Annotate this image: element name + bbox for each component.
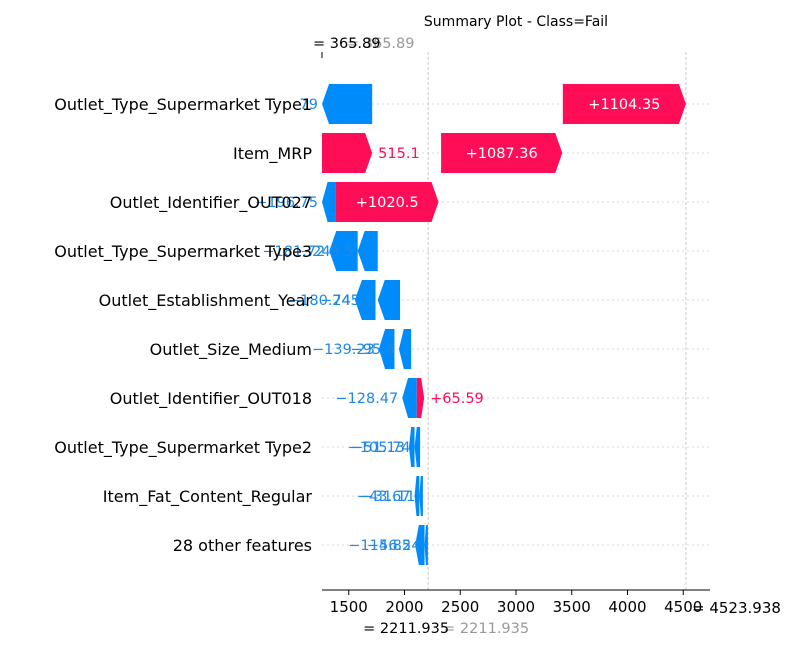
- positive-bar: [441, 133, 563, 173]
- value-label: −249.5: [300, 244, 354, 260]
- feature-label: Outlet_Type_Supermarket Type2: [54, 438, 312, 458]
- value-label: +1020.5: [356, 195, 419, 211]
- positive-bar: [562, 84, 686, 124]
- value-label: −139.23: [312, 342, 375, 358]
- negative-bar: [322, 182, 336, 222]
- value-label: +65.59: [430, 391, 484, 407]
- feature-label: Item_MRP: [233, 144, 312, 164]
- negative-bar: [424, 525, 428, 565]
- negative-bar: [329, 231, 358, 271]
- feature-label: Outlet_Type_Supermarket Type3: [54, 242, 312, 262]
- reference-lines: [427, 52, 687, 590]
- x-tick-label: 3000: [497, 598, 535, 616]
- value-label: −51.13: [351, 440, 405, 456]
- annotations: = 365.89= 365.89 = 2211.935= 2211.935 = 45…: [313, 36, 781, 637]
- x-tick-label: 2000: [385, 598, 423, 616]
- feature-label: 28 other features: [173, 536, 312, 555]
- base-value-label: = 2211.935: [363, 621, 449, 637]
- feature-label: Outlet_Establishment_Year: [99, 291, 313, 311]
- top-value-label: = 365.89: [313, 36, 381, 52]
- negative-bar: [398, 329, 412, 369]
- x-tick-label: 3500: [553, 598, 591, 616]
- bars: [322, 84, 686, 565]
- negative-bar: [414, 476, 420, 516]
- positive-bar: [416, 378, 425, 418]
- chart-title: Summary Plot - Class=Fail: [424, 14, 608, 30]
- value-label: −105.74: [348, 440, 411, 456]
- feature-label: Item_Fat_Content_Regular: [103, 487, 313, 507]
- negative-bar: [415, 525, 425, 565]
- negative-bar: [377, 280, 401, 320]
- value-label: −245.1: [320, 293, 374, 309]
- value-label: −180.74: [288, 293, 351, 309]
- positive-bar: [322, 133, 373, 173]
- value-label: −56.24: [367, 538, 421, 554]
- x-tick-label: 2500: [441, 598, 479, 616]
- negative-bar: [414, 427, 421, 467]
- feature-labels: Outlet_Type_Supermarket Type1 Item_MRP Out…: [54, 95, 312, 555]
- feature-label: Outlet_Type_Supermarket Type1: [54, 95, 312, 115]
- value-label: −114.85: [348, 538, 411, 554]
- negative-bar: [402, 378, 417, 418]
- value-label: −128.47: [335, 391, 398, 407]
- negative-bar: [354, 280, 376, 320]
- value-label: 515.1: [378, 146, 420, 162]
- value-label: +1087.36: [466, 146, 538, 162]
- negative-bar: [408, 427, 415, 467]
- value-label: −196.75: [255, 195, 318, 211]
- value-label: −95.6: [350, 342, 394, 358]
- positive-bar: [335, 182, 439, 222]
- x-tick-label: 4000: [608, 598, 646, 616]
- top-value-ghost: = 365.89: [347, 36, 415, 52]
- negative-bar: [419, 476, 423, 516]
- value-label: −43.67: [357, 489, 411, 505]
- negative-bar: [322, 84, 373, 124]
- feature-label: Outlet_Size_Medium: [150, 340, 312, 360]
- base-value-ghost: = 2211.935: [443, 621, 529, 637]
- value-label: 79: [300, 97, 318, 113]
- value-label: +1104.35: [588, 97, 660, 113]
- x-tick-label: 4500: [664, 598, 702, 616]
- final-value-label: = 4523.938: [692, 599, 781, 617]
- negative-bar: [378, 329, 395, 369]
- value-label: −31.11: [362, 489, 416, 505]
- feature-label: Outlet_Identifier_OUT018: [110, 389, 312, 409]
- x-axis: 1500 2000 2500 3000 3500 4000 4500: [322, 589, 710, 616]
- feature-label: Outlet_Identifier_OUT027: [110, 193, 312, 213]
- x-tick-label: 1500: [330, 598, 368, 616]
- negative-bar: [357, 231, 378, 271]
- value-label: −181.72: [262, 244, 325, 260]
- value-labels: 79 +1104.35 515.1 +1087.36 −196.75 +1020.5 −18…: [255, 97, 660, 554]
